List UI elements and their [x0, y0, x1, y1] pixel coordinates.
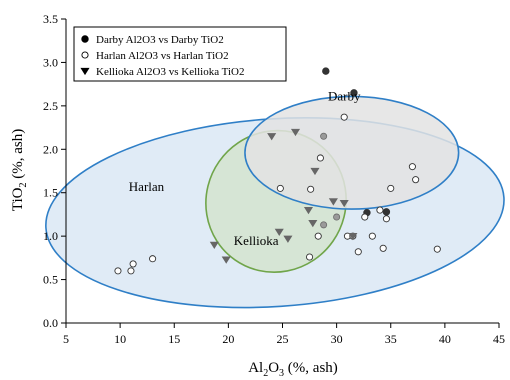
legend-entry-label: Harlan Al2O3 vs Harlan TiO2 [96, 50, 229, 62]
kellioka-point [274, 228, 284, 236]
y-tick-label: 3.5 [43, 12, 58, 26]
darby-point [350, 89, 358, 97]
kellioka-point [339, 200, 349, 208]
kellioka-point [348, 233, 358, 241]
darby-point [382, 208, 391, 216]
legend-entry-label: Darby Al2O3 vs Darby TiO2 [96, 34, 224, 46]
x-tick-label: 25 [277, 332, 289, 346]
ellipse-darby [244, 95, 460, 210]
unlabeled-point [320, 132, 328, 140]
harlan-point [81, 51, 89, 59]
y-tick-label: 2.5 [43, 99, 58, 113]
harlan-point [433, 245, 441, 253]
kellioka-point [303, 206, 314, 215]
ellipse-layer [45, 95, 505, 309]
harlan-point [149, 255, 157, 263]
harlan-point [361, 213, 369, 221]
kellioka-point [310, 167, 320, 176]
y-tick-label: 1.5 [43, 186, 58, 200]
harlan-point [340, 113, 348, 121]
harlan-point [306, 253, 314, 261]
legend-entry-label: Kellioka Al2O3 vs Kellioka TiO2 [96, 66, 245, 78]
x-tick-label: 35 [385, 332, 397, 346]
x-tick-label: 5 [63, 332, 69, 346]
kellioka-point [308, 220, 318, 228]
harlan-point [379, 244, 387, 252]
legend-box [73, 26, 287, 82]
ellipse-label-darby: Darby [328, 89, 361, 104]
harlan-point [129, 260, 137, 268]
harlan-point [314, 232, 322, 240]
y-tick-label: 1.0 [43, 229, 58, 243]
kellioka-point [221, 256, 231, 264]
harlan-point [412, 176, 420, 184]
ellipse-labels: Harlan Kellioka Darby [129, 89, 361, 248]
y-tick-label: 0.0 [43, 316, 58, 330]
harlan-point [387, 184, 395, 192]
x-tick-label: 45 [493, 332, 505, 346]
ellipse-label-harlan: Harlan [129, 179, 165, 194]
harlan-point [114, 267, 122, 275]
kellioka-point [328, 198, 338, 206]
kellioka-point [267, 133, 277, 141]
x-tick-label: 15 [168, 332, 180, 346]
unlabeled-point [320, 221, 328, 229]
kellioka-point [290, 128, 301, 137]
legend: Darby Al2O3 vs Darby TiO2 Harlan Al2O3 vs… [73, 26, 287, 82]
x-tick-label: 10 [114, 332, 126, 346]
data-points [114, 67, 441, 275]
harlan-point [382, 215, 390, 223]
harlan-point [276, 184, 284, 192]
harlan-point [307, 185, 315, 193]
harlan-point [376, 206, 384, 214]
harlan-point [408, 163, 416, 171]
x-tick-label: 30 [331, 332, 343, 346]
x-tick-label: 20 [222, 332, 234, 346]
harlan-point [316, 154, 324, 162]
kellioka-point [209, 241, 219, 249]
x-axis-label: Al2O3 (%, ash) [248, 360, 338, 379]
darby-point [81, 35, 89, 43]
axis-ticks: 5 10 15 20 25 30 35 40 45 0.0 0.5 1.0 1.5 2.0 2.5 3.0 3.… [43, 12, 505, 346]
harlan-point [127, 267, 135, 275]
darby-point [322, 67, 330, 75]
y-axis-label: TiO2 (%, ash) [10, 129, 29, 211]
kellioka-point [80, 67, 90, 76]
y-tick-label: 3.0 [43, 55, 58, 69]
y-tick-label: 0.5 [43, 273, 58, 287]
harlan-point [368, 232, 376, 240]
x-tick-label: 40 [439, 332, 451, 346]
harlan-point [354, 248, 362, 256]
ellipse-label-kellioka: Kellioka [234, 233, 279, 248]
unlabeled-point [333, 213, 341, 221]
y-tick-label: 2.0 [43, 142, 58, 156]
kellioka-point [283, 235, 293, 243]
